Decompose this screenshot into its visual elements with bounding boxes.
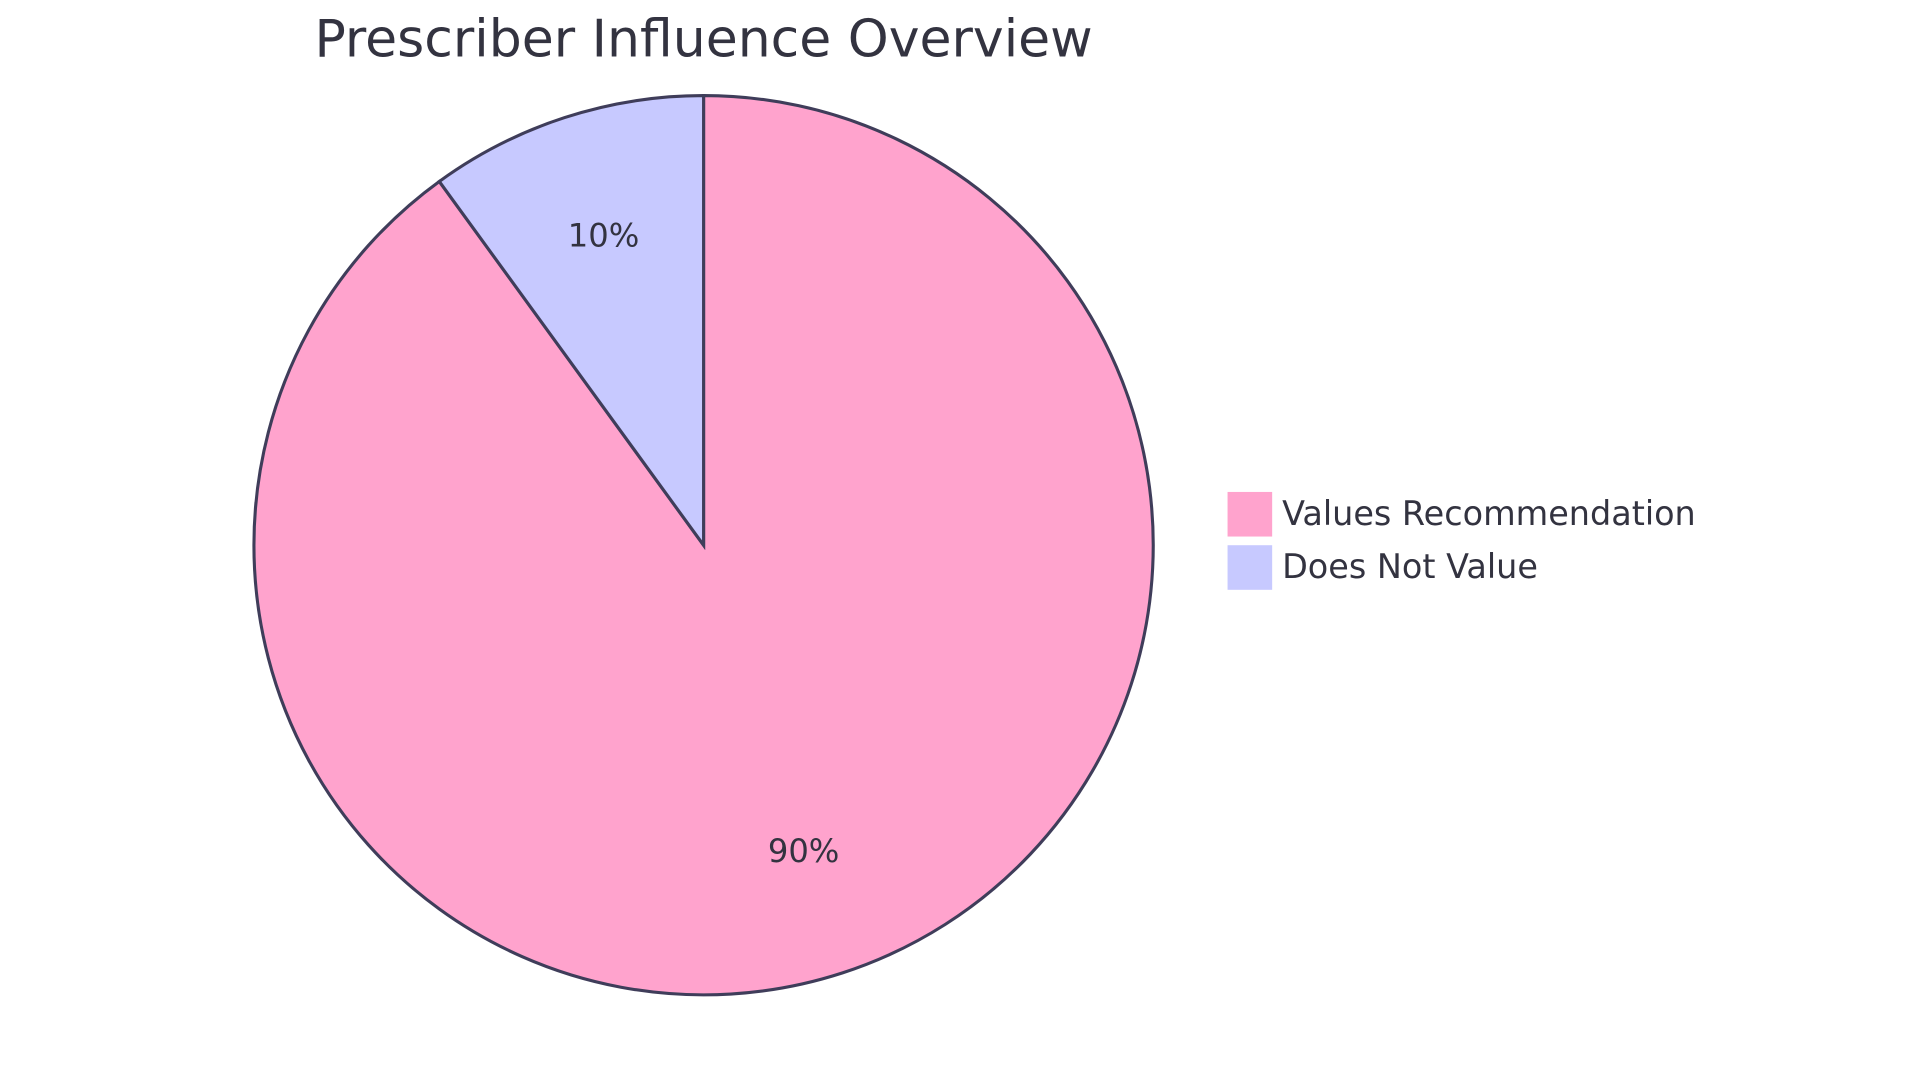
- chart-title: Prescriber Influence Overview: [314, 9, 1092, 69]
- pie: 90% 10%: [252, 94, 1155, 997]
- legend-swatch: [1227, 491, 1273, 537]
- legend-label: Values Recommendation: [1282, 494, 1696, 533]
- legend-swatch: [1227, 545, 1273, 590]
- data-label: 10%: [568, 216, 640, 254]
- legend-label: Does Not Value: [1282, 547, 1538, 586]
- data-label: 90%: [768, 832, 840, 870]
- pie-slice: [437, 94, 706, 550]
- legend: Values Recommendation Does Not Value: [1227, 491, 1696, 590]
